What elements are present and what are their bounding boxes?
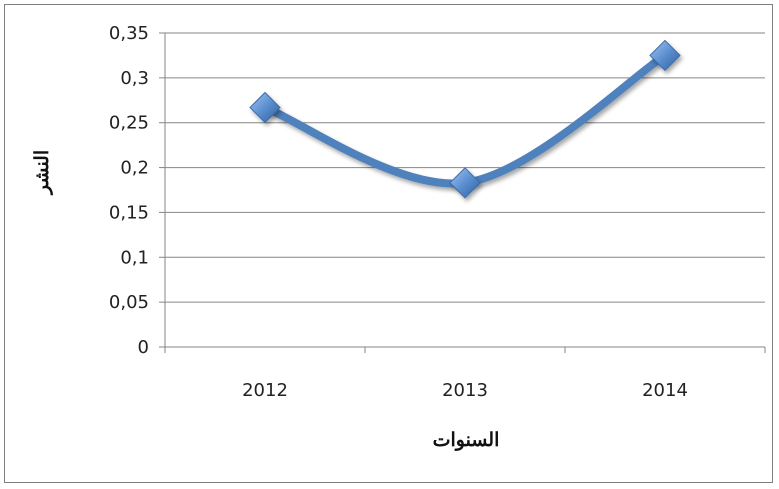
x-tick-label: 2014 (642, 380, 688, 401)
chart-frame (4, 4, 773, 483)
x-tick-label: 2013 (442, 380, 488, 401)
y-axis-title: النشر (31, 150, 53, 196)
data-point-marker (449, 167, 481, 199)
y-tick-label: 0,35 (109, 23, 149, 44)
y-tick-labels: 0 0,05 0,1 0,15 0,2 0,25 0,3 0,35 (109, 23, 149, 358)
y-tick-label: 0 (138, 337, 149, 358)
y-tick-label: 0,3 (120, 68, 149, 89)
x-tick-label: 2012 (242, 380, 288, 401)
markers (249, 39, 681, 199)
axes (159, 32, 766, 353)
y-tick-label: 0,15 (109, 202, 149, 223)
y-tick-label: 0,1 (120, 247, 149, 268)
y-tick-label: 0,25 (109, 113, 149, 134)
x-tick-labels: 2012 2013 2014 (242, 380, 688, 401)
x-axis-title: السنوات (433, 429, 500, 451)
series-line (261, 51, 669, 188)
y-tick-label: 0,2 (120, 158, 149, 179)
data-point-marker (249, 91, 281, 124)
data-point-marker (649, 39, 681, 72)
series (261, 51, 669, 188)
y-tick-label: 0,05 (109, 292, 149, 313)
